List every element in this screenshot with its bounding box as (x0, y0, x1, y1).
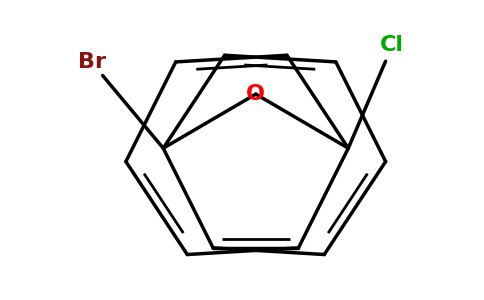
Text: Cl: Cl (380, 35, 404, 56)
Text: Br: Br (78, 52, 106, 72)
Text: O: O (246, 84, 265, 104)
